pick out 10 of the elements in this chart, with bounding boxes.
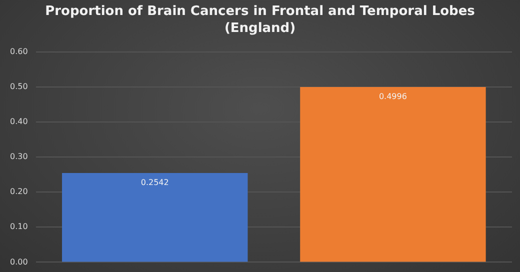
data-label: 0.2542 (140, 178, 169, 188)
y-tick-label: 0.00 (10, 257, 28, 266)
y-tick-label: 0.10 (10, 222, 28, 232)
y-tick-label: 0.60 (10, 46, 28, 56)
y-tick-label: 0.50 (10, 82, 28, 91)
y-tick-label: 0.40 (10, 117, 28, 126)
data-label: 0.4996 (378, 92, 407, 102)
y-tick-label: 0.30 (10, 152, 28, 162)
y-tick-label: 0.20 (10, 187, 28, 196)
chart-title: Proportion of Brain Cancers in Frontal and Temporal Lobes (England) (44, 3, 476, 38)
